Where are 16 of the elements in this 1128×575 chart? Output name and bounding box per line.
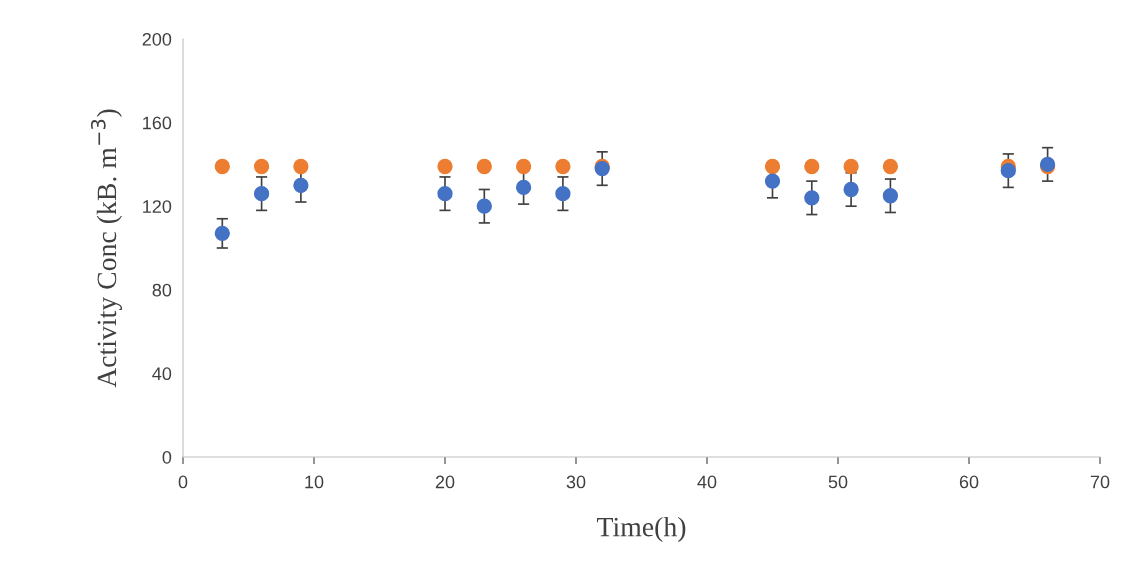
x-tick-label: 30 bbox=[566, 475, 586, 489]
x-axis-title: Time(h) bbox=[596, 516, 686, 543]
y-tick-label: 40 bbox=[152, 367, 172, 381]
y-tick-label: 120 bbox=[143, 200, 172, 213]
y-tick-label: 80 bbox=[152, 283, 172, 297]
x-tick-label: 10 bbox=[305, 475, 324, 489]
y-axis-title: Activity Conc (kB. m$^{−3}$) bbox=[90, 109, 122, 388]
x-tick-label: 0 bbox=[178, 475, 188, 489]
x-tick-label: 70 bbox=[1090, 475, 1110, 489]
x-tick-label: 40 bbox=[697, 475, 717, 489]
x-tick-label: 20 bbox=[435, 475, 455, 489]
x-tick-label: 60 bbox=[959, 475, 979, 489]
y-tick-label: 200 bbox=[142, 32, 172, 46]
x-tick-label: 50 bbox=[828, 475, 848, 489]
y-tick-label: 0 bbox=[162, 450, 172, 464]
y-tick-label: 160 bbox=[143, 116, 172, 130]
